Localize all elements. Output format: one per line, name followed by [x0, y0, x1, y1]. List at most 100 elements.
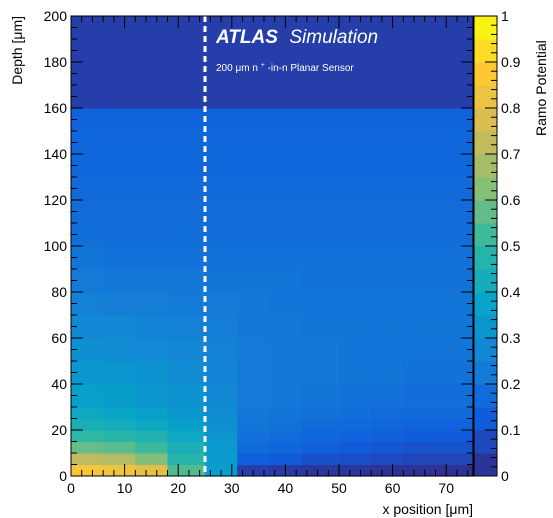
colorbar-band: [474, 39, 497, 63]
heatmap-cell: [167, 246, 206, 270]
y-tick-label: 0: [59, 468, 67, 484]
y-tick-label: 40: [51, 376, 67, 392]
y-tick-label: 60: [51, 330, 67, 346]
heatmap-cell: [135, 315, 169, 339]
heatmap-cell: [403, 453, 437, 466]
heatmap-cell: [237, 384, 270, 408]
heatmap-cell: [403, 338, 437, 362]
heatmap-cell: [371, 246, 404, 270]
heatmap-cell: [205, 418, 238, 431]
heatmap-cell: [167, 384, 206, 408]
heatmap-cell: [403, 418, 437, 431]
heatmap-cell: [237, 154, 270, 178]
colorbar-band: [474, 200, 497, 224]
heatmap-cell: [167, 338, 206, 362]
x-axis-ticks: 0 10 20 30 40 50 60 70: [67, 16, 469, 496]
heatmap-cell: [301, 430, 340, 443]
heatmap-cell: [301, 246, 340, 270]
heatmap-cell: [237, 361, 270, 385]
heatmap-cell: [435, 361, 474, 385]
colorbar-band: [474, 361, 497, 385]
heatmap-cell: [205, 441, 238, 454]
heatmap-cell: [269, 131, 303, 155]
colorbar-band: [474, 338, 497, 362]
heatmap-cell: [269, 430, 303, 443]
y-axis-title: Depth [μm]: [9, 16, 25, 85]
heatmap-cell: [339, 361, 372, 385]
heatmap-cell: [103, 131, 136, 155]
heatmap-cell: [167, 407, 206, 420]
colorbar-title: Ramo Potential: [533, 40, 549, 136]
colorbar-band: [474, 177, 497, 201]
heatmap-cell: [135, 430, 169, 443]
heatmap-cell: [237, 315, 270, 339]
y-tick-label: 100: [44, 238, 68, 254]
heatmap-cell: [371, 177, 404, 201]
y-tick-label: 20: [51, 422, 67, 438]
heatmap-cell: [237, 177, 270, 201]
heatmap-cell: [301, 131, 340, 155]
x-tick-label: 70: [438, 480, 454, 496]
colorbar-band: [474, 292, 497, 316]
z-tick-label: 0.7: [501, 146, 521, 162]
heatmap-cell: [167, 131, 206, 155]
heatmap-cell: [435, 131, 474, 155]
heatmap-cell: [301, 177, 340, 201]
x-axis-title: x position [μm]: [382, 501, 473, 517]
heatmap-cell: [371, 430, 404, 443]
colorbar-band: [474, 16, 497, 40]
z-tick-label: 0.2: [501, 376, 521, 392]
heatmap-cell: [403, 441, 437, 454]
heatmap-cell: [205, 16, 238, 109]
heatmap-cell: [339, 441, 372, 454]
heatmap-cell: [435, 108, 474, 132]
heatmap-cell: [301, 407, 340, 420]
heatmap-cell: [135, 108, 169, 132]
heatmap-cell: [205, 384, 238, 408]
heatmap-cell: [205, 430, 238, 443]
heatmap-cell: [205, 453, 238, 466]
heatmap-cell: [371, 361, 404, 385]
heatmap-cell: [269, 292, 303, 316]
x-tick-label: 60: [385, 480, 401, 496]
heatmap-cell: [301, 223, 340, 247]
heatmap-cell: [167, 453, 206, 466]
z-tick-label: 1: [501, 8, 509, 24]
z-tick-label: 0.5: [501, 238, 521, 254]
heatmap-cell: [237, 246, 270, 270]
colorbar-band: [474, 269, 497, 293]
z-tick-label: 0.3: [501, 330, 521, 346]
heatmap-cell: [167, 315, 206, 339]
heatmap-cell: [371, 453, 404, 466]
heatmap-cell: [135, 384, 169, 408]
heatmap-cell: [371, 338, 404, 362]
subtitle-main: 200 μm n: [216, 63, 258, 74]
heatmap-cell: [301, 418, 340, 431]
heatmap-cell: [339, 223, 372, 247]
heatmap-cell: [135, 131, 169, 155]
heatmap-cell: [371, 131, 404, 155]
heatmap-cell: [237, 131, 270, 155]
heatmap-cell: [269, 453, 303, 466]
heatmap-cell: [205, 200, 238, 224]
heatmap-cell: [103, 407, 136, 420]
z-tick-label: 0.9: [501, 54, 521, 70]
colorbar-band: [474, 131, 497, 155]
subtitle-superscript: +: [261, 62, 265, 69]
heatmap-cell: [339, 315, 372, 339]
heatmap-cell: [269, 384, 303, 408]
heatmap-cell: [339, 16, 372, 109]
z-tick-label: 0.6: [501, 192, 521, 208]
heatmap-cell: [269, 223, 303, 247]
heatmap-cell: [339, 464, 372, 477]
heatmap-cell: [71, 464, 104, 477]
heatmap-cell: [135, 292, 169, 316]
heatmap-cell: [301, 154, 340, 178]
heatmap-cell: [71, 131, 104, 155]
heatmap-cell: [339, 338, 372, 362]
heatmap-cell: [237, 453, 270, 466]
heatmap-cell: [339, 269, 372, 293]
heatmap-cell: [237, 223, 270, 247]
heatmap-cell: [435, 464, 474, 477]
heatmap-cell: [371, 441, 404, 454]
